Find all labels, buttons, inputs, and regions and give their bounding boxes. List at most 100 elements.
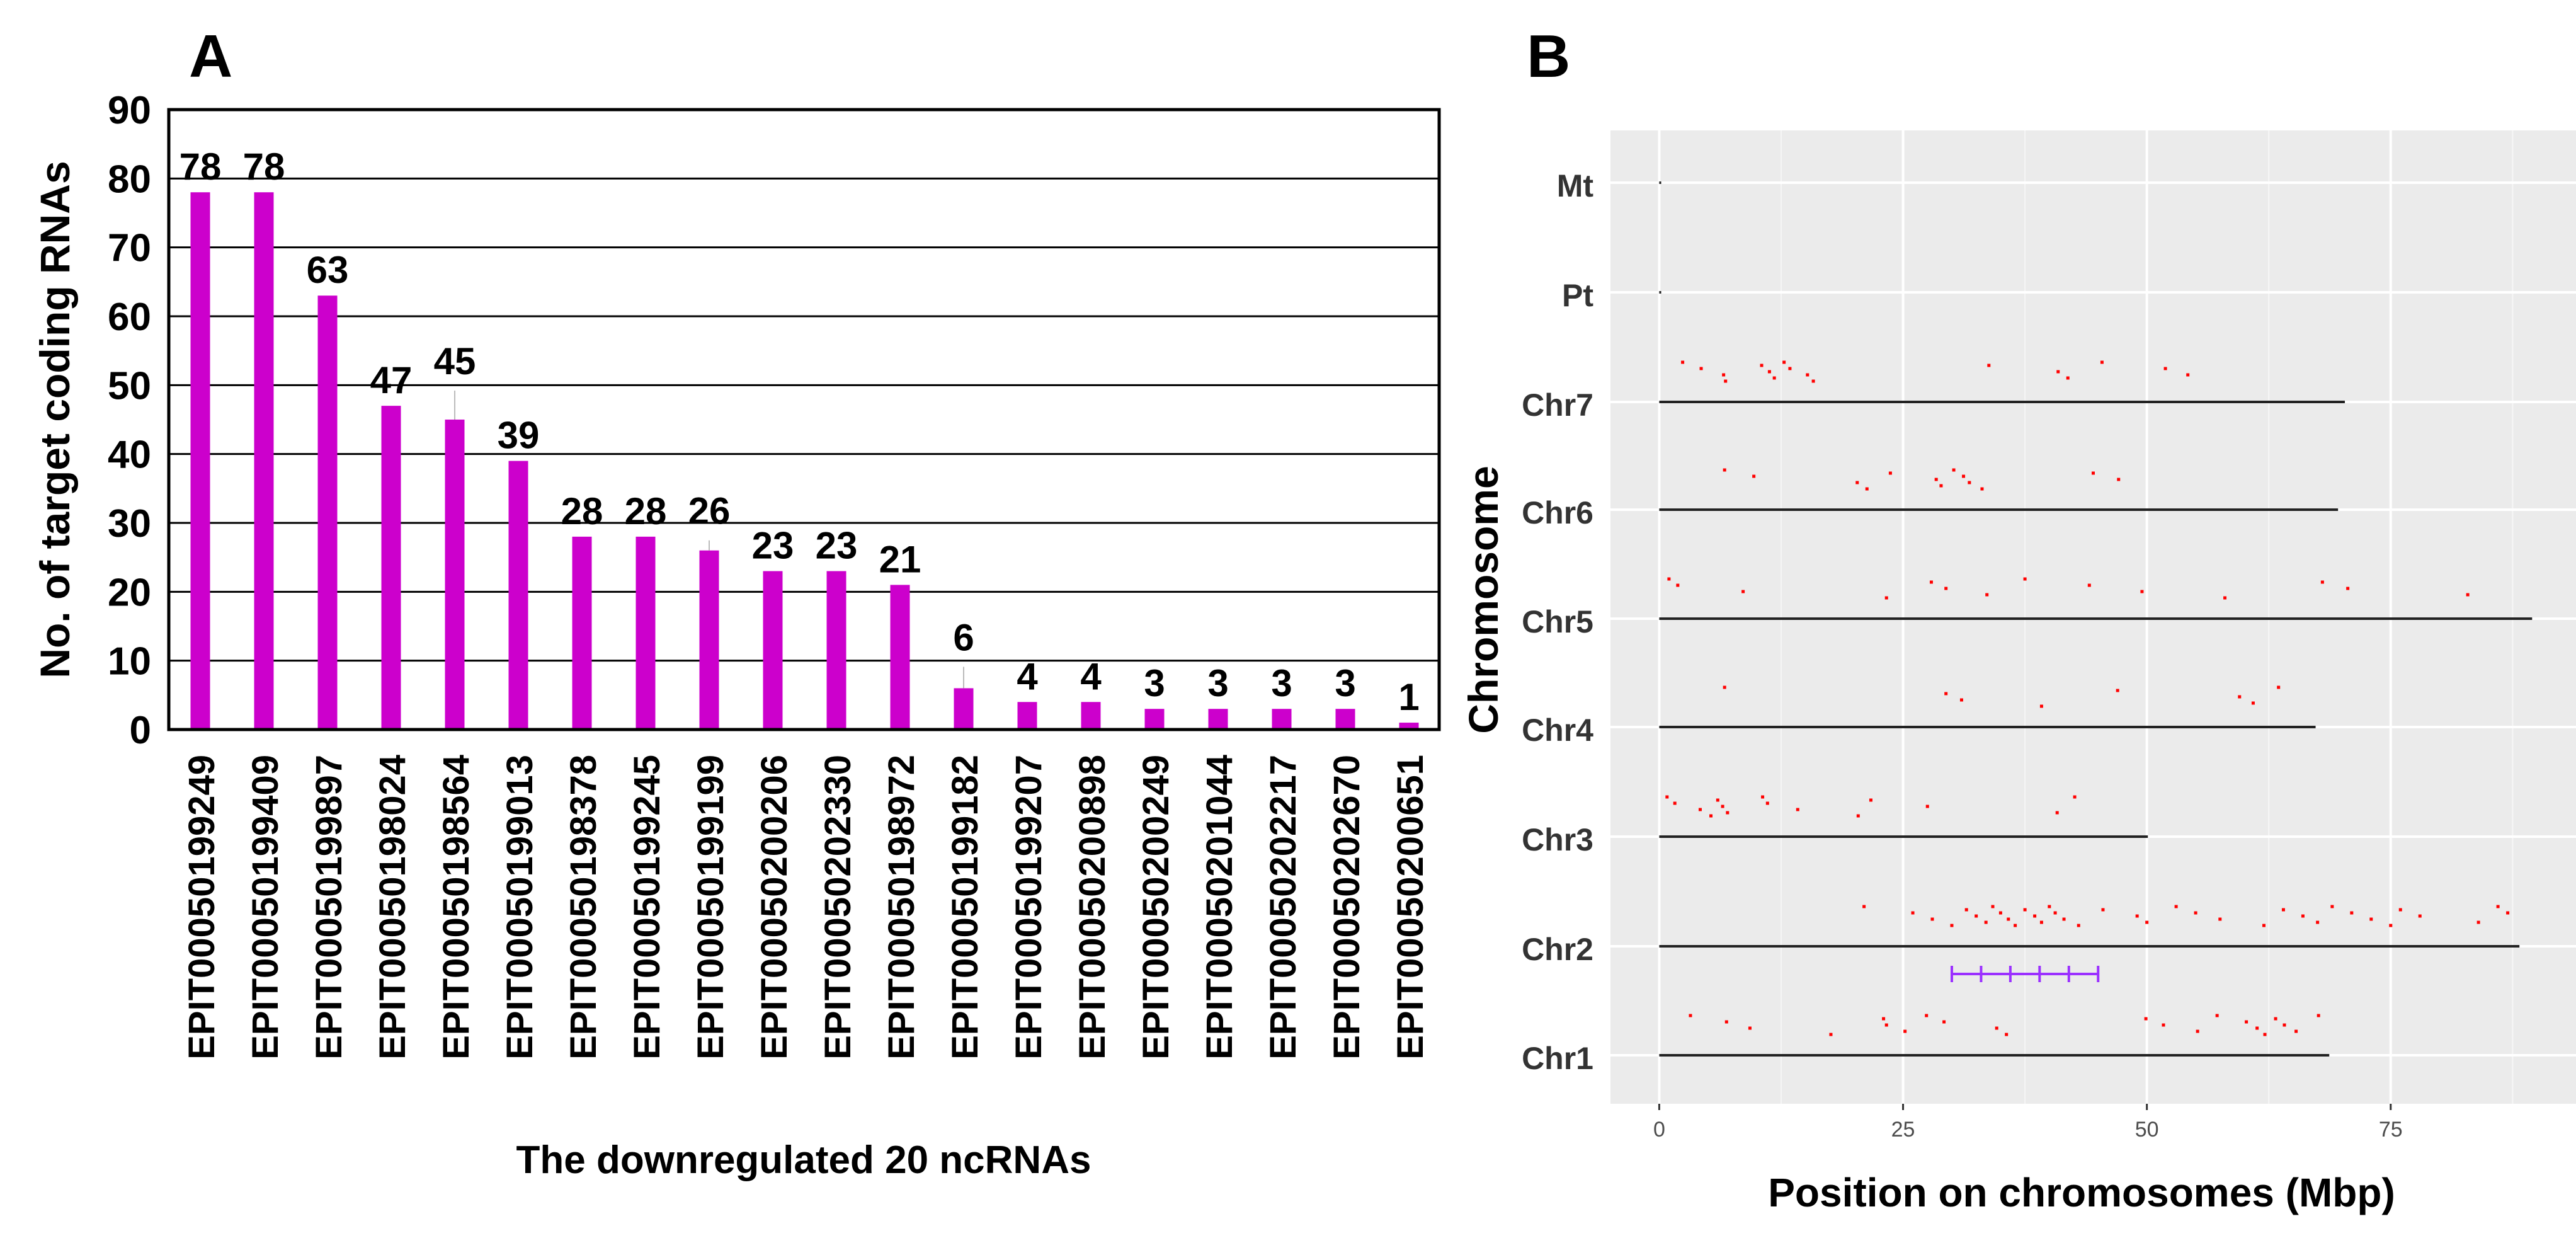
bar	[1335, 709, 1355, 730]
target-point	[2062, 917, 2066, 921]
target-point	[1888, 471, 1892, 475]
target-point	[1855, 481, 1859, 484]
y-tick-label: 20	[108, 571, 151, 614]
y-tick-label: 30	[108, 502, 151, 546]
y-tick-label: Chr1	[1522, 1041, 1593, 1076]
target-point	[1911, 911, 1915, 915]
target-point	[2145, 920, 2149, 924]
target-point	[2186, 373, 2190, 377]
target-point	[1721, 805, 1724, 808]
target-point	[1980, 487, 1984, 491]
x-tick-label: EPIT00050199897	[309, 755, 350, 1060]
bar-value-label: 3	[1207, 662, 1228, 704]
target-point	[1903, 1029, 1907, 1033]
bar-value-label: 21	[879, 538, 921, 580]
target-point	[2255, 1026, 2259, 1030]
bar	[572, 536, 592, 730]
bar-value-label: 1	[1398, 676, 1419, 718]
bar-value-label: 4	[1080, 655, 1102, 697]
target-point	[2087, 583, 2091, 587]
bar	[826, 571, 846, 730]
x-tick-label: EPIT00050199245	[627, 755, 668, 1060]
bar-value-label: 47	[370, 359, 413, 401]
x-axis-label: Position on chromosomes (Mbp)	[1768, 1170, 2395, 1215]
target-point	[2245, 1020, 2248, 1024]
target-point	[1782, 360, 1786, 364]
target-point	[2389, 924, 2393, 927]
x-tick-label: EPIT00050202330	[818, 755, 858, 1060]
target-point	[2238, 695, 2242, 699]
y-tick-label: 50	[108, 364, 151, 408]
target-point	[2039, 704, 2043, 708]
target-point	[1761, 795, 1765, 799]
target-point	[2346, 587, 2350, 590]
panel-label-a: A	[189, 23, 232, 90]
target-point	[2117, 478, 2121, 481]
target-point	[1925, 805, 1929, 808]
y-tick-label: 40	[108, 433, 151, 477]
target-point	[2350, 911, 2354, 915]
target-point	[2163, 367, 2167, 370]
y-tick-label: Chr3	[1522, 822, 1593, 857]
target-point	[1681, 360, 1685, 364]
target-point	[2066, 376, 2070, 380]
target-point	[1944, 587, 1948, 590]
target-point	[2496, 905, 2500, 908]
target-point	[1952, 468, 1956, 472]
target-point	[2369, 917, 2373, 921]
bar-value-label: 6	[953, 616, 974, 658]
y-tick-label: 90	[108, 89, 151, 132]
bar-value-label: 26	[688, 490, 731, 532]
target-point	[1930, 917, 1934, 921]
x-tick-label: EPIT00050199013	[499, 755, 540, 1060]
target-point	[2277, 685, 2281, 689]
bar	[508, 461, 528, 730]
target-point	[2162, 1023, 2165, 1027]
target-point	[1726, 811, 1730, 815]
target-point	[1950, 924, 1954, 927]
target-point	[1673, 801, 1677, 805]
plot-background	[1610, 130, 2576, 1104]
target-point	[1665, 795, 1669, 799]
target-point	[1689, 1014, 1692, 1017]
bar-value-label: 23	[752, 525, 794, 567]
x-tick-label: EPIT00050198972	[881, 755, 922, 1060]
x-tick-label: 75	[2379, 1118, 2403, 1142]
bar	[1399, 723, 1419, 730]
x-tick-label: EPIT00050199409	[245, 755, 286, 1060]
target-point	[1882, 1017, 1886, 1021]
target-point	[2506, 911, 2510, 915]
target-point	[2316, 920, 2320, 924]
target-point	[1709, 814, 1713, 818]
x-tick-label: 0	[1653, 1118, 1665, 1142]
target-point	[1968, 481, 1971, 484]
target-point	[1788, 367, 1792, 370]
target-point	[2005, 1033, 2009, 1036]
target-point	[2053, 911, 2057, 915]
y-tick-label: Pt	[1562, 278, 1593, 313]
y-tick-label: Chr7	[1522, 387, 1593, 423]
target-point	[1929, 580, 1933, 584]
y-tick-label: 10	[108, 640, 151, 684]
target-point	[2073, 795, 2077, 799]
target-point	[2048, 905, 2051, 908]
bar	[1144, 709, 1165, 730]
bar-value-label: 28	[625, 490, 667, 532]
target-point	[2320, 580, 2324, 584]
y-tick-label: 60	[108, 295, 151, 339]
target-point	[1939, 484, 1943, 488]
target-point	[1760, 364, 1764, 367]
target-point	[2196, 1029, 2199, 1033]
target-point	[1862, 905, 1866, 908]
target-point	[1942, 1020, 1946, 1024]
bar-value-label: 78	[180, 146, 222, 188]
target-point	[2140, 590, 2144, 593]
y-axis-label: No. of target coding RNAs	[31, 161, 78, 678]
target-point	[2033, 914, 2037, 918]
target-point	[2100, 360, 2104, 364]
x-tick-label: EPIT00050202217	[1263, 755, 1304, 1060]
bar	[890, 585, 910, 730]
target-point	[2056, 370, 2060, 374]
target-point	[1806, 373, 1809, 377]
